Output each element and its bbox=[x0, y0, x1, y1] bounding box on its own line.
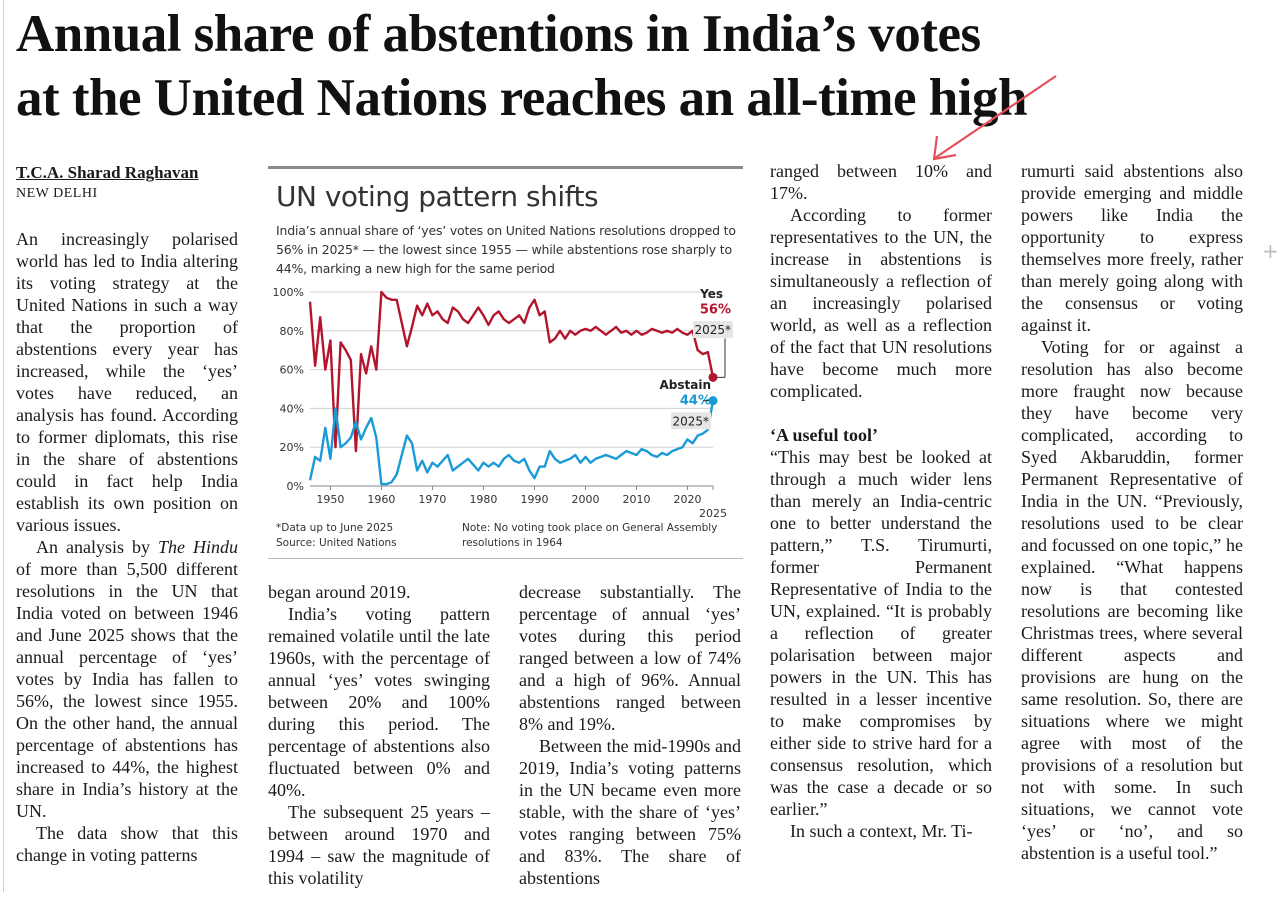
y-tick-label: 60% bbox=[280, 364, 304, 377]
paragraph: Between the mid-1990s and 2019, India’s … bbox=[519, 736, 741, 888]
y-tick-label: 0% bbox=[287, 480, 304, 493]
chart: UN voting pattern shifts India’s annual … bbox=[268, 166, 743, 559]
y-tick-label: 80% bbox=[280, 325, 304, 338]
chart-plot: 0% 20% 40% 60% 80% 100% 1950 1960 1970 1980 1990 20… bbox=[273, 286, 733, 520]
publication-name: The Hindu bbox=[158, 537, 238, 557]
x-tick-label: 2000 bbox=[571, 493, 599, 506]
paragraph: The data show that this change in voting… bbox=[16, 823, 238, 865]
paragraph: began around 2019. bbox=[268, 582, 411, 602]
label-yes-year: 2025* bbox=[694, 323, 731, 337]
y-tick-label: 40% bbox=[280, 402, 304, 415]
left-margin-rule bbox=[3, 0, 4, 892]
plus-mark: + bbox=[1262, 239, 1279, 263]
article-column-4: ranged between 10% and 17%. According to… bbox=[770, 160, 992, 842]
text-run: An analysis by bbox=[36, 537, 158, 557]
label-abstain-value: 44% bbox=[680, 394, 711, 409]
label-yes-name: Yes bbox=[699, 287, 723, 301]
article-column-2: began around 2019. India’s voting patter… bbox=[268, 581, 490, 889]
series-line-yes bbox=[308, 290, 715, 453]
label-yes-year-bg bbox=[693, 321, 733, 339]
x-tick-label: 1980 bbox=[469, 493, 497, 506]
chart-title: UN voting pattern shifts bbox=[276, 180, 599, 213]
paragraph: The subsequent 25 years – between around… bbox=[268, 802, 490, 888]
series-endpoint-yes bbox=[708, 372, 718, 382]
chart-note: Note: No voting took place on General As… bbox=[462, 522, 718, 549]
paragraph: rumurti said abstentions also provide em… bbox=[1021, 161, 1243, 335]
label-abstain-name: Abstain bbox=[659, 378, 711, 392]
paragraph: India’s voting pattern remained volatile… bbox=[268, 604, 490, 800]
x-tick-label: 2020 bbox=[673, 493, 701, 506]
paragraph: decrease substantially. The percentage o… bbox=[519, 582, 741, 734]
x-tick-label: 1990 bbox=[520, 493, 548, 506]
article-column-5: rumurti said abstentions also provide em… bbox=[1021, 160, 1243, 864]
label-yes-value: 56% bbox=[700, 302, 731, 317]
footnote: *Data up to June 2025 bbox=[276, 522, 394, 534]
paragraph: Voting for or against a resolution has a… bbox=[1021, 337, 1243, 863]
paragraph: An analysis by The Hindu of more than 5,… bbox=[16, 536, 238, 822]
x-tick-label: 2010 bbox=[622, 493, 650, 506]
article-column-3: decrease substantially. The percentage o… bbox=[519, 581, 741, 889]
series-line-abstain bbox=[308, 400, 715, 486]
text-run: of more than 5,500 different resolutions… bbox=[16, 559, 238, 821]
article-column-1: An increasingly polarised world has led … bbox=[16, 228, 238, 866]
chart-top-rule bbox=[268, 166, 743, 169]
paragraph: “This may best be looked at through a mu… bbox=[770, 447, 992, 819]
paragraph: According to former representatives to t… bbox=[770, 205, 992, 401]
paragraph: An increasingly polarised world has led … bbox=[16, 229, 238, 535]
label-abstain-year: 2025* bbox=[672, 414, 709, 428]
label-abstain-year-bg bbox=[671, 412, 711, 430]
byline: T.C.A. Sharad Raghavan bbox=[16, 163, 199, 182]
paragraph: ranged between 10% and 17%. bbox=[770, 161, 992, 203]
chart-subtitle: India’s annual share of ‘yes’ votes on U… bbox=[276, 223, 736, 276]
headline: Annual share of abstentions in India’s v… bbox=[16, 2, 1216, 130]
headline-line-2: at the United Nations reaches an all-tim… bbox=[16, 69, 1027, 127]
x-tick-label: 1960 bbox=[367, 493, 395, 506]
chart-footnotes: *Data up to June 2025 Source: United Nat… bbox=[276, 521, 397, 551]
headline-line-1: Annual share of abstentions in India’s v… bbox=[16, 5, 981, 63]
paragraph: In such a context, Mr. Ti- bbox=[790, 821, 973, 841]
x-tick-label: 1970 bbox=[418, 493, 446, 506]
series-endpoint-abstain bbox=[708, 396, 718, 406]
y-tick-label: 100% bbox=[273, 286, 304, 299]
subheading: ‘A useful tool’ bbox=[770, 425, 878, 445]
x-tick-label: 2025 bbox=[699, 507, 727, 520]
dateline: NEW DELHI bbox=[16, 186, 98, 201]
x-tick-label: 1950 bbox=[316, 493, 344, 506]
y-tick-label: 20% bbox=[280, 441, 304, 454]
source: Source: United Nations bbox=[276, 537, 397, 549]
